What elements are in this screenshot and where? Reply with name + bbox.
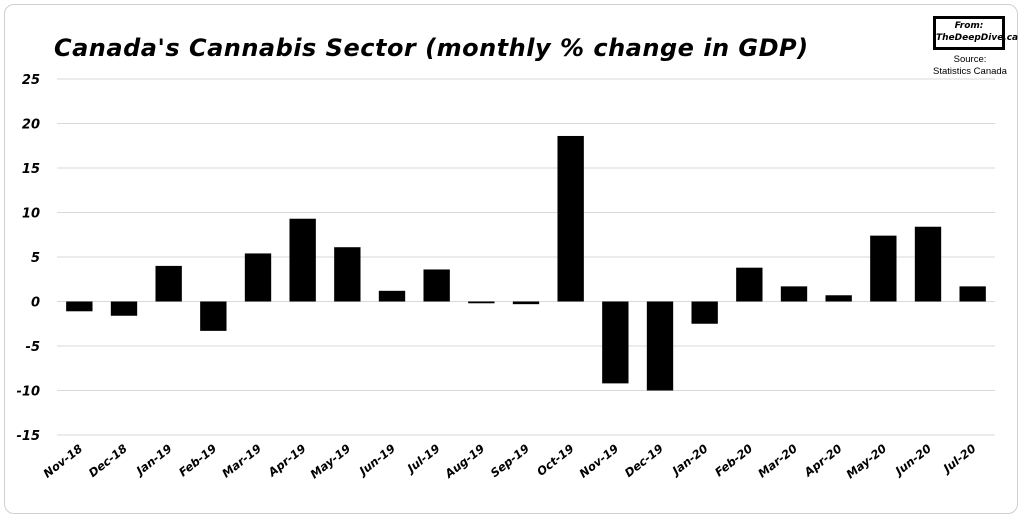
- y-tick-label: -5: [26, 340, 40, 355]
- gridlines: [57, 78, 995, 436]
- y-tick-label: 10: [22, 207, 40, 222]
- bar: [200, 301, 227, 331]
- bar: [378, 290, 406, 302]
- y-tick-label: 15: [22, 162, 40, 177]
- bar: [691, 301, 718, 324]
- bar: [423, 269, 450, 302]
- badge-from-label: From:: [954, 21, 984, 31]
- y-axis-ticks: 25 20 15 10 5 0 -5 -10 -15: [17, 73, 41, 444]
- bar: [914, 226, 942, 302]
- badge-site-label: TheDeepDive.ca: [936, 33, 1019, 43]
- bar: [155, 265, 182, 302]
- source-label: Source:: [953, 54, 987, 65]
- y-tick-label: -10: [17, 385, 41, 400]
- y-tick-label: 0: [31, 296, 40, 311]
- y-tick-label: -15: [17, 429, 41, 444]
- bars: [66, 135, 986, 391]
- x-tick-label: Nov-18: [40, 441, 85, 480]
- x-tick-label: Apr-19: [265, 441, 309, 479]
- x-axis-ticks: Nov-18 Dec-18 Jan-19 Feb-19 Mar-19 Apr-19May-…: [40, 441, 978, 481]
- x-tick-label: Sep-19: [488, 441, 532, 480]
- x-tick-label: Mar-20: [755, 441, 800, 480]
- x-tick-label: Jan-19: [132, 441, 175, 479]
- source-badge: From: TheDeepDive.ca: [933, 16, 1019, 50]
- x-tick-label: Oct-19: [534, 441, 576, 478]
- chart-title: Canada's Cannabis Sector (monthly % chan…: [54, 34, 809, 62]
- bar: [512, 301, 540, 305]
- x-tick-label: Nov-19: [576, 441, 621, 480]
- source-name: Statistics Canada: [933, 66, 1007, 77]
- bar: [959, 286, 986, 302]
- x-tick-label: Feb-19: [176, 441, 219, 479]
- bar: [825, 295, 852, 302]
- x-tick-label: Dec-18: [86, 441, 130, 480]
- x-tick-label: Jul-20: [939, 441, 978, 476]
- chart-frame: [4, 4, 1018, 514]
- x-tick-label: Mar-19: [219, 441, 264, 480]
- y-tick-label: 25: [22, 73, 40, 88]
- x-tick-label: Jun-19: [355, 441, 398, 479]
- x-tick-label: Jun-20: [891, 441, 934, 479]
- bar: [557, 135, 584, 302]
- bar: [780, 286, 808, 302]
- x-tick-label: Jan-20: [668, 441, 711, 479]
- x-tick-label: Feb-20: [712, 441, 755, 479]
- x-tick-label: Dec-19: [622, 441, 666, 480]
- bar: [870, 235, 897, 302]
- x-tick-label: Jul-19: [403, 441, 442, 476]
- bar: [289, 218, 316, 302]
- x-tick-label: May-20: [843, 441, 889, 481]
- bar: [602, 301, 629, 384]
- y-tick-label: 20: [22, 118, 40, 133]
- y-tick-label: 5: [31, 251, 40, 266]
- bar: [468, 301, 495, 304]
- x-tick-label: Aug-19: [441, 441, 487, 481]
- x-tick-label: May-19: [307, 441, 353, 481]
- bar: [334, 247, 361, 302]
- bar: [66, 301, 93, 312]
- bar: [244, 253, 272, 302]
- bar: [646, 301, 674, 391]
- x-tick-label: Apr-20: [801, 441, 845, 479]
- bar: [736, 267, 763, 302]
- bar: [110, 301, 138, 316]
- source-note: Source: Statistics Canada: [930, 54, 1010, 78]
